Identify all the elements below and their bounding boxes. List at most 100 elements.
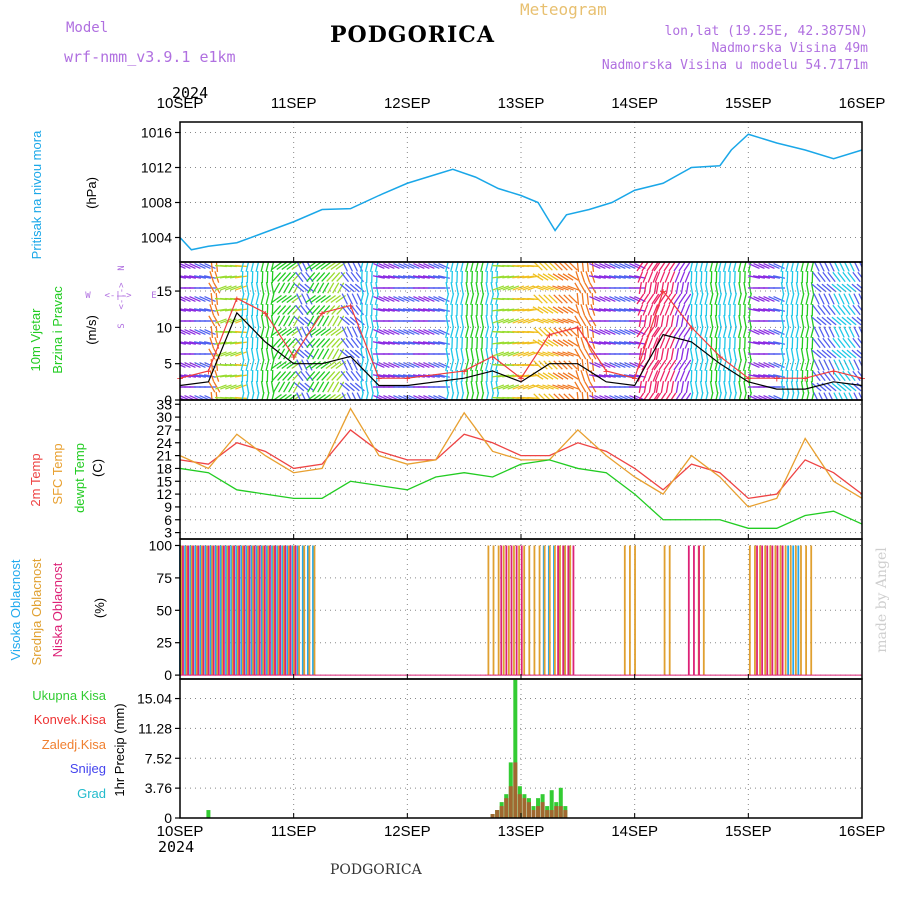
wind-arrow [293, 348, 301, 360]
wind-arrow [260, 314, 265, 328]
wind-arrow [397, 374, 410, 378]
wind-arrow [522, 308, 535, 312]
wind-arrow [613, 374, 626, 378]
wind-arrow [306, 272, 316, 282]
wind-arrow [653, 293, 662, 305]
wind-arrow [653, 314, 658, 328]
wind-arrow [790, 326, 795, 338]
wind-arrow [679, 271, 686, 283]
wind-arrow [562, 306, 574, 314]
wind-arrow [354, 283, 365, 293]
x-tick-label: 13SEP [498, 95, 545, 112]
wind-arrow [322, 381, 330, 393]
wind-arrow [517, 351, 530, 357]
wind-arrow [805, 380, 810, 394]
wind-arrow [599, 262, 611, 270]
wind-arrow [567, 339, 579, 347]
wind-arrow [852, 304, 861, 316]
wind-arrow [543, 262, 553, 271]
wind-arrow [225, 285, 237, 291]
wind-arrow [837, 304, 846, 316]
wind-arrow [480, 281, 484, 295]
wind-arrow [843, 326, 850, 338]
wind-arrow [305, 337, 314, 349]
wind-arrow [733, 314, 737, 328]
wind-arrow [847, 304, 856, 316]
wind-arrow [619, 361, 631, 369]
wind-arrow [623, 275, 636, 279]
wind-arrow [532, 318, 544, 324]
wind-arrow [193, 341, 207, 345]
wind-arrow [273, 282, 281, 294]
wind-arrow [827, 304, 836, 316]
wind-arrow [557, 339, 569, 347]
wind-arrow [293, 282, 301, 294]
y-tick-label: 100 [149, 537, 173, 553]
wind-arrow [748, 328, 760, 336]
wind-arrow [369, 293, 374, 305]
wind-gust-marker: + [688, 321, 695, 334]
wind-arrow [326, 393, 336, 400]
wind-arrow [234, 264, 247, 268]
wind-arrow [562, 351, 574, 357]
wind-arrow [393, 262, 405, 270]
wind-arrow [320, 294, 331, 304]
wind-arrow [763, 328, 775, 336]
wind-arrow [470, 281, 474, 295]
wind-arrow [581, 292, 585, 306]
wind-arrow [598, 374, 611, 378]
wind-arrow [397, 341, 410, 345]
tsfc-line [179, 407, 863, 508]
wind-arrow [593, 308, 606, 312]
wind-arrow [557, 273, 569, 281]
wind-arrow [199, 295, 211, 303]
wind-arrow [768, 374, 781, 378]
wind-arrow [282, 305, 292, 315]
wind-arrow [470, 314, 474, 328]
wind-arrow [747, 293, 752, 305]
wind-arrow [562, 285, 574, 291]
wind-arrow [220, 351, 232, 357]
wind-arrow [307, 315, 315, 327]
wind-arrow [548, 294, 558, 304]
wind-arrow [512, 308, 525, 312]
wind-arrow [365, 347, 369, 361]
wind-arrow [346, 326, 354, 338]
wind-arrow [337, 282, 345, 294]
wind-arrow [300, 271, 309, 283]
wind-arrow [277, 272, 287, 282]
wind-arrow [714, 293, 719, 305]
wind-arrow [465, 392, 470, 400]
wind-arrow [694, 293, 699, 305]
wind-arrow [492, 318, 505, 324]
y-tick-label: 0 [164, 810, 172, 826]
wind-arrow [842, 304, 851, 316]
wind-arrow [326, 371, 336, 381]
wind-arrow [445, 293, 450, 305]
wind-arrow [330, 327, 341, 337]
wind-arrow [665, 392, 672, 400]
precip-convective-bar [563, 810, 568, 818]
wind-arrow [392, 374, 405, 378]
wind-arrow [287, 371, 297, 381]
wind-arrow [538, 393, 547, 400]
wind-arrow [753, 341, 766, 345]
wind-arrow [758, 328, 770, 336]
wind-arrow [413, 328, 425, 336]
wind-arrow [278, 282, 286, 294]
y-tick-label: 9 [164, 499, 172, 515]
wind-arrow [758, 275, 771, 279]
wind-arrow [557, 351, 569, 357]
wind-arrow [599, 295, 611, 303]
wind-arrow [193, 374, 207, 378]
wind-arrow [255, 293, 260, 305]
wind-arrow [603, 341, 616, 345]
wind-arrow [512, 351, 525, 357]
wind-arrow [846, 283, 857, 293]
wind-arrow [558, 360, 568, 370]
wind-arrow [562, 339, 574, 347]
wind-arrow [383, 262, 395, 270]
wind-arrow [210, 292, 214, 306]
wind-gust-marker: + [461, 365, 468, 378]
wind-arrow [728, 314, 732, 328]
